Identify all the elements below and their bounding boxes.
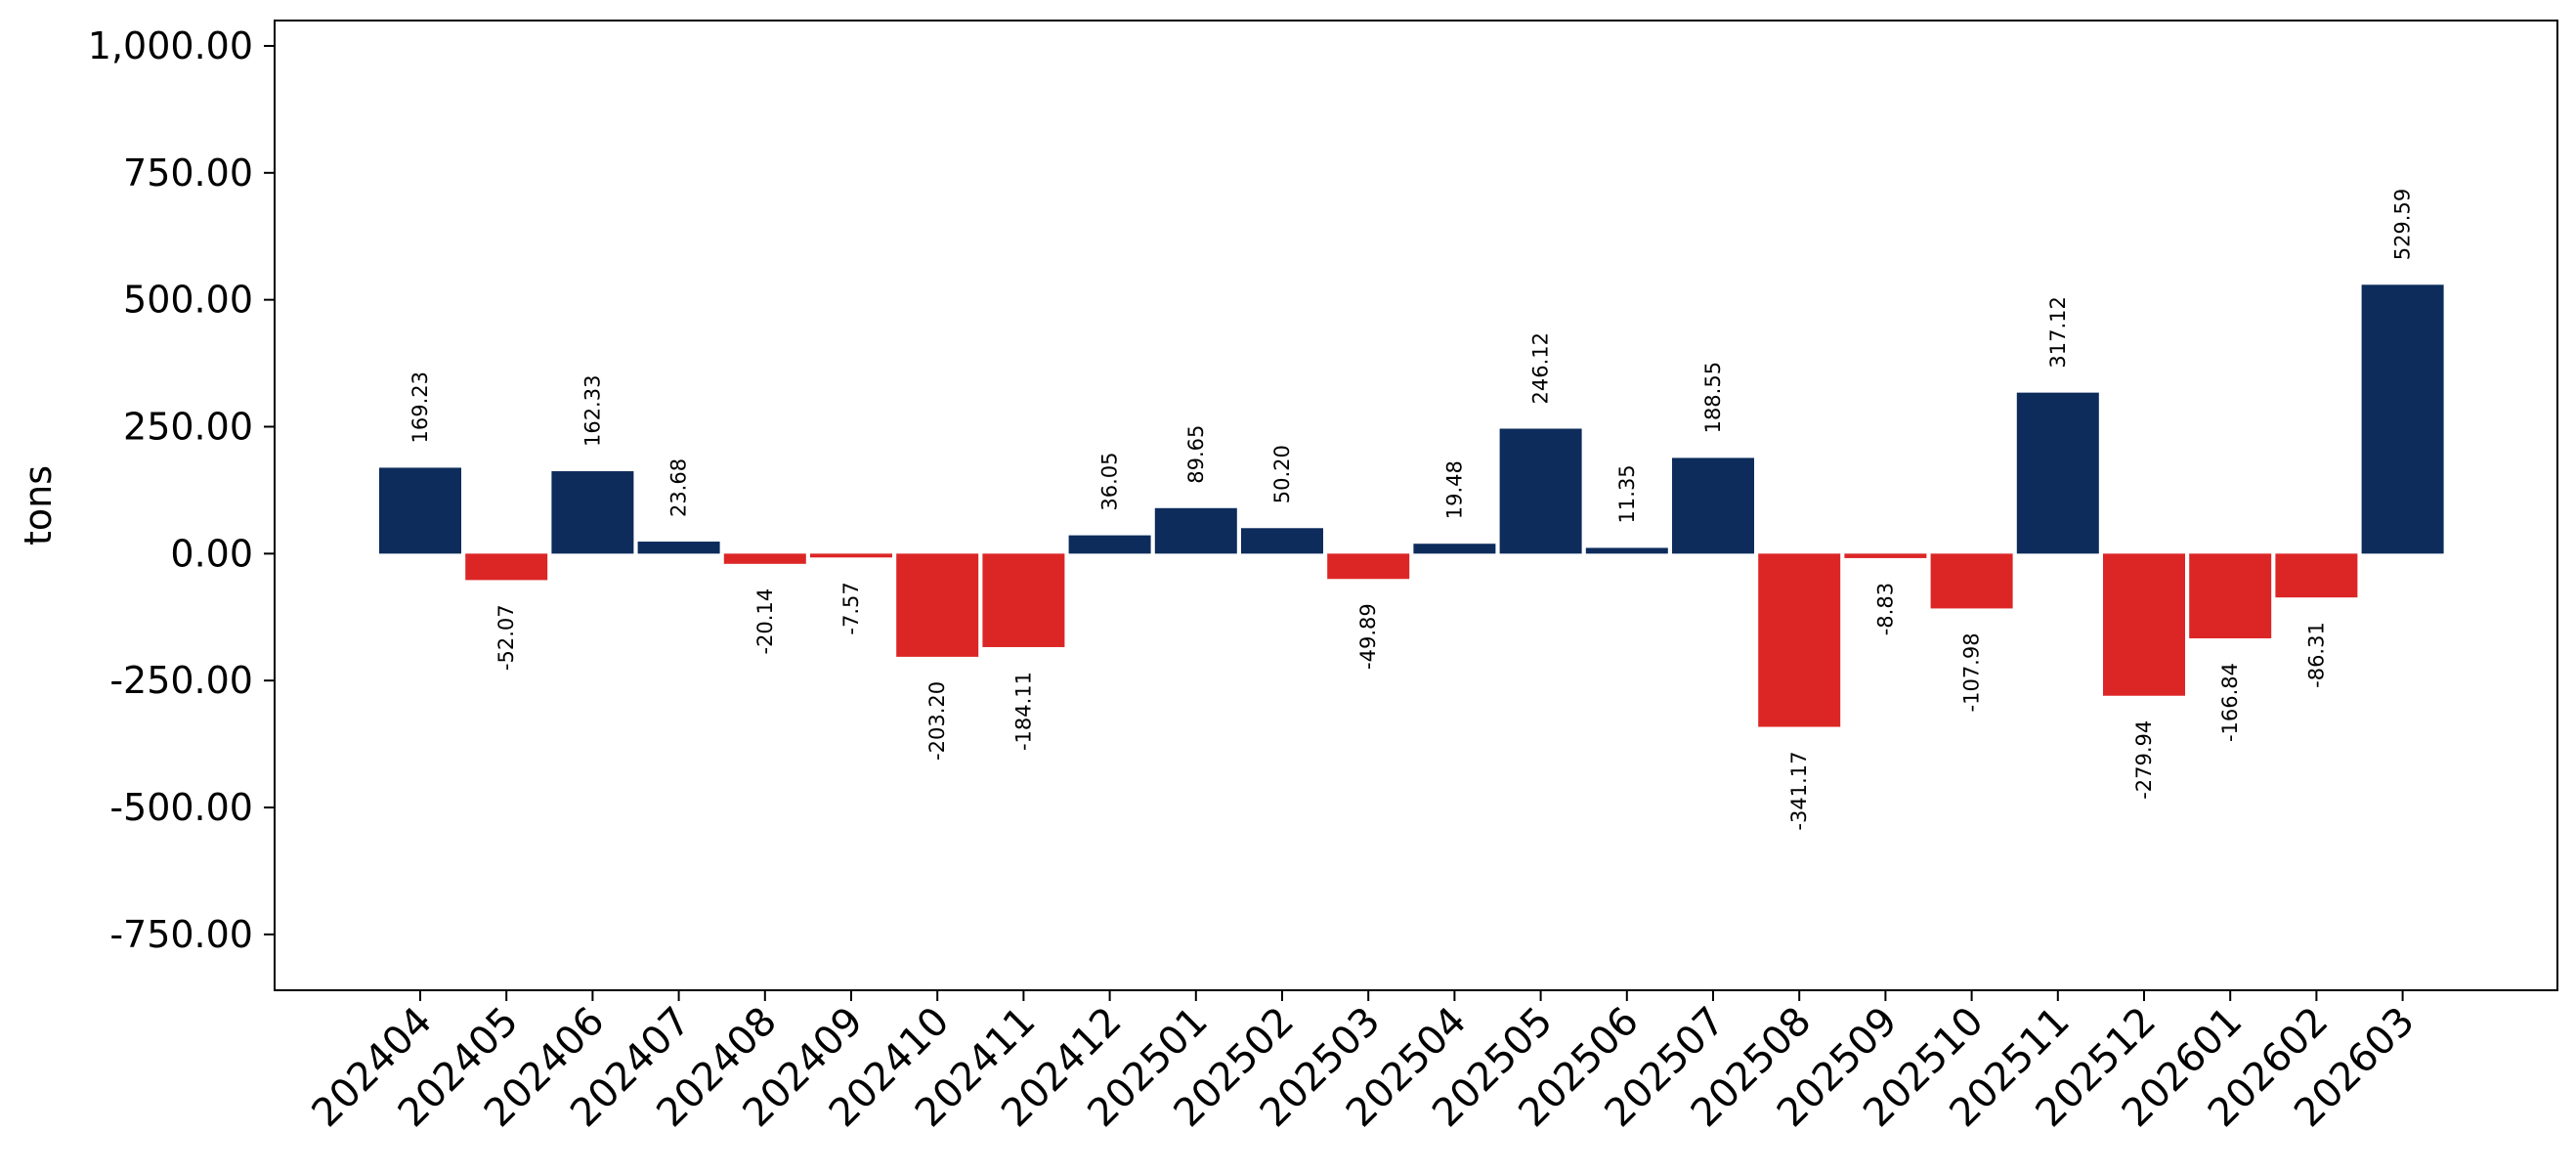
y-tick-label: 0.00: [170, 532, 253, 575]
bar-202507: [1672, 457, 1754, 554]
value-label: 36.05: [1098, 452, 1122, 510]
value-label: 529.59: [2391, 189, 2415, 260]
value-label: 23.68: [667, 458, 691, 517]
value-label: 317.12: [2046, 296, 2070, 368]
value-label: 169.23: [408, 371, 432, 443]
plot-area: 169.23 -52.07 162.33 23.68 -20.14 -7.57 -203.2…: [379, 189, 2444, 831]
bar-202404: [379, 467, 461, 554]
bar-202405: [465, 553, 548, 581]
bar-202512: [2103, 553, 2185, 696]
value-label: -341.17: [1787, 752, 1811, 831]
bar-202601: [2189, 553, 2272, 638]
value-label: 19.48: [1442, 460, 1466, 519]
value-label: -184.11: [1011, 672, 1035, 751]
value-label: -7.57: [839, 582, 863, 634]
y-tick-label: -250.00: [109, 659, 253, 702]
bar-202510: [1930, 553, 2013, 609]
bar-202409: [810, 553, 892, 558]
bar-202502: [1241, 528, 1323, 554]
value-label: 188.55: [1701, 362, 1725, 433]
value-label: -49.89: [1356, 603, 1380, 670]
value-label: -86.31: [2304, 622, 2328, 688]
bar-202511: [2016, 392, 2099, 554]
y-axis: 1,000.00 750.00 500.00 250.00 0.00 -250.00 -50…: [88, 24, 275, 956]
value-label: -166.84: [2218, 663, 2242, 742]
bar-202508: [1758, 553, 1841, 727]
y-tick-label: -500.00: [109, 786, 253, 829]
bar-202509: [1844, 553, 1927, 558]
value-label: 162.33: [580, 375, 604, 447]
bar-202410: [896, 553, 979, 657]
bar-202406: [551, 471, 634, 554]
value-label: -203.20: [925, 681, 949, 761]
plot-frame: [274, 20, 2558, 991]
value-label: -8.83: [1873, 583, 1897, 635]
x-axis: 2024042024052024062024072024082024092024…: [304, 990, 2424, 1136]
value-label: -279.94: [2132, 720, 2156, 800]
bar-202407: [637, 542, 720, 554]
bar-202602: [2275, 553, 2358, 598]
y-tick-label: 250.00: [123, 405, 253, 448]
bar-202501: [1154, 507, 1237, 554]
bar-202412: [1068, 535, 1151, 554]
bar-202504: [1413, 544, 1496, 554]
bar-202503: [1327, 553, 1410, 580]
y-axis-title: tons: [17, 465, 60, 545]
y-tick-label: 1,000.00: [88, 24, 253, 67]
value-label: -20.14: [753, 588, 777, 655]
value-label: 50.20: [1270, 445, 1294, 503]
bar-202408: [723, 553, 806, 564]
bar-202603: [2361, 284, 2444, 554]
value-label: -107.98: [1960, 632, 1984, 712]
bar-202505: [1499, 428, 1582, 554]
value-label: 11.35: [1615, 464, 1639, 523]
bar-202411: [982, 553, 1065, 647]
value-label: 246.12: [1529, 332, 1553, 404]
value-label: -52.07: [494, 604, 518, 671]
y-tick-label: -750.00: [109, 913, 253, 956]
y-tick-label: 500.00: [123, 279, 253, 322]
value-label: 89.65: [1184, 425, 1208, 484]
bar-202506: [1585, 547, 1668, 554]
y-tick-label: 750.00: [123, 152, 253, 195]
